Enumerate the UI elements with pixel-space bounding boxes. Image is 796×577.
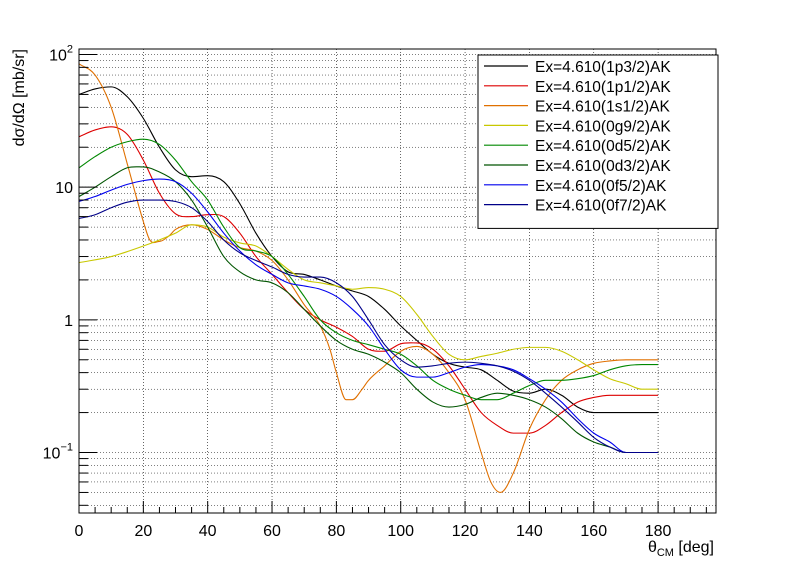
y-tick-label-base: 1 [64, 313, 73, 330]
x-tick-label: 120 [452, 523, 479, 540]
plot-frame [78, 48, 717, 514]
legend-entry: Ex=4.610(0f5/2)AK [535, 178, 667, 195]
x-tick-label: 20 [134, 523, 152, 540]
x-tick-label: 60 [263, 523, 281, 540]
x-axis-label: θCM [deg] [648, 539, 714, 559]
legend-entry: Ex=4.610(0f7/2)AK [535, 198, 667, 215]
x-tick-label: 160 [580, 523, 607, 540]
series-layer [78, 63, 659, 494]
series-line [78, 138, 659, 401]
grid-layer [78, 49, 716, 513]
y-tick-label-base: 10 [55, 180, 73, 197]
legend-entry: Ex=4.610(1p3/2)AK [535, 59, 671, 76]
series-line [78, 126, 659, 434]
legend-entry: Ex=4.610(0d5/2)AK [535, 138, 671, 155]
y-tick-label: 10 [55, 180, 73, 197]
x-axis-label-base: θ [648, 539, 657, 556]
y-tick-label: 1 [64, 313, 73, 330]
legend: Ex=4.610(1p3/2)AK Ex=4.610(1p1/2)AK Ex=4.6… [477, 54, 719, 229]
x-tick-label: 180 [645, 523, 672, 540]
y-tick-label-base: 10 [43, 446, 61, 463]
y-tick-label: 10−1 [43, 442, 73, 463]
series-line [78, 178, 659, 454]
y-tick-label-exp: −1 [60, 442, 73, 454]
legend-entry: Ex=4.610(1p1/2)AK [535, 79, 671, 96]
x-tick-label: 100 [387, 523, 414, 540]
x-tick-label: 0 [75, 523, 84, 540]
legend-box [477, 54, 719, 229]
x-tick-label: 140 [516, 523, 543, 540]
x-axis-label-rest: [deg] [674, 539, 714, 556]
legend-entry: Ex=4.610(1s1/2)AK [535, 99, 671, 116]
x-axis-label-sub: CM [657, 547, 674, 559]
series-line [78, 86, 659, 414]
series-line [78, 199, 659, 454]
series-line [78, 224, 659, 390]
y-tick-label-exp: 2 [67, 43, 73, 55]
x-tick-label: 80 [327, 523, 345, 540]
y-tick-label-base: 10 [49, 47, 67, 64]
y-axis-label: dσ/dΩ [mb/sr] [11, 49, 28, 146]
x-tick-label: 40 [199, 523, 217, 540]
legend-entry: Ex=4.610(0g9/2)AK [535, 118, 671, 135]
y-tick-label: 102 [49, 43, 73, 64]
legend-entry: Ex=4.610(0d3/2)AK [535, 158, 671, 175]
